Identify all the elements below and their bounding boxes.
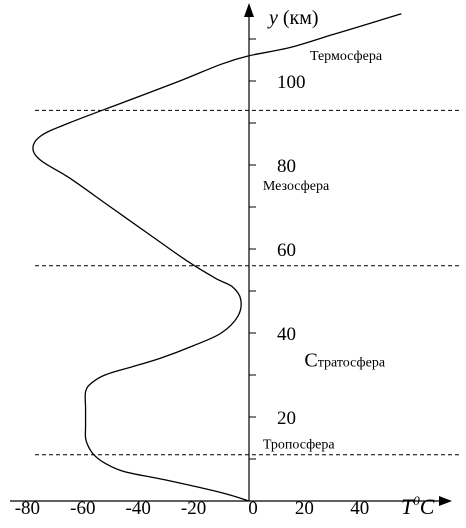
x-axis-variable: T [401, 494, 415, 519]
x-axis-arrow [439, 496, 452, 506]
y-tick-label-3: 80 [277, 156, 296, 177]
x-tick-label-2: -40 [126, 498, 151, 519]
y-axis-label: y (км) [267, 7, 319, 29]
tick-labels: -80 -60 -40 -20 0 20 40 20 40 60 80 100 [15, 72, 370, 519]
layer-label-rest: тратосфера [318, 356, 386, 371]
x-tick-label-3: -20 [181, 498, 206, 519]
x-axis-unit: C [420, 494, 435, 519]
x-tick-label-1: -60 [70, 498, 95, 519]
layer-label-2: Мезосфера [263, 179, 330, 194]
layer-label-0: Тропосфера [263, 438, 336, 453]
y-axis-variable: y [267, 7, 278, 29]
y-axis-arrow [244, 3, 254, 17]
y-tick-label-4: 100 [277, 72, 306, 93]
x-tick-label-5: 20 [295, 498, 314, 519]
layer-label-3: Термосфера [310, 49, 383, 64]
x-axis-degree: 0 [413, 493, 420, 508]
layer-labels: Тропосфера Стратосфера Мезосфера Термосфера [263, 49, 386, 453]
layer-label-1: Стратосфера [304, 350, 385, 372]
axes [10, 3, 452, 506]
y-tick-label-0: 20 [277, 408, 296, 429]
temperature-profile-line [32, 13, 402, 502]
y-axis-unit: (км) [278, 7, 319, 29]
x-tick-label-6: 40 [350, 498, 369, 519]
y-tick-label-1: 40 [277, 324, 296, 345]
x-axis-label: T0C [401, 493, 435, 519]
x-tick-label-0: -80 [15, 498, 40, 519]
y-tick-label-2: 60 [277, 240, 296, 261]
layer-label-initial: С [304, 350, 317, 372]
x-tick-label-4: 0 [248, 498, 258, 519]
